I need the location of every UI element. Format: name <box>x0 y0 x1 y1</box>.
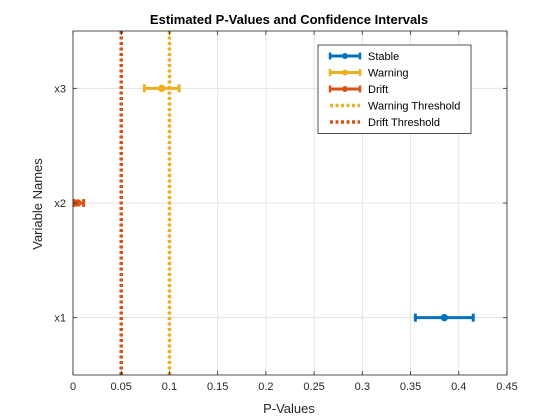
legend: Stable Warning Drift Warning Threshold Drift… <box>317 44 472 134</box>
x-tick-label: 0.2 <box>258 381 273 393</box>
x-tick-label: 0.25 <box>303 381 324 393</box>
x-tick-label: 0.3 <box>355 381 370 393</box>
x-tick-label: 0.15 <box>207 381 228 393</box>
x-tick-label: 0.05 <box>111 381 132 393</box>
x-tick-label: 0.45 <box>496 381 517 393</box>
y-tick-label: x1 <box>54 313 66 325</box>
y-axis-ticks: x1 x2 x3 <box>54 83 507 325</box>
x-tick-label: 0 <box>70 381 76 393</box>
legend-marker-warning <box>342 69 348 76</box>
legend-label-drift: Drift <box>368 84 388 96</box>
x-tick-label: 0.35 <box>400 381 421 393</box>
legend-label-warning: Warning <box>368 68 409 80</box>
chart-title: Estimated P-Values and Confidence Interv… <box>150 12 428 27</box>
point-warning <box>158 84 166 93</box>
x-tick-label: 0.1 <box>162 381 177 393</box>
legend-label-warning-threshold: Warning Threshold <box>368 101 460 113</box>
legend-label-stable: Stable <box>368 51 399 63</box>
y-tick-label: x2 <box>54 198 66 210</box>
legend-label-drift-threshold: Drift Threshold <box>368 117 440 129</box>
legend-marker-stable <box>342 53 348 59</box>
x-axis-ticks: 0 0.05 0.1 0.15 0.2 0.25 0.3 0.35 0.4 0.45 <box>70 31 518 393</box>
data-series <box>72 84 475 322</box>
point-stable <box>440 313 449 322</box>
x-tick-label: 0.4 <box>451 381 466 393</box>
x-axis-label: P-Values <box>263 401 315 416</box>
legend-marker-drift <box>342 86 348 92</box>
y-tick-label: x3 <box>54 83 66 95</box>
y-axis-label: Variable Names <box>30 158 45 250</box>
